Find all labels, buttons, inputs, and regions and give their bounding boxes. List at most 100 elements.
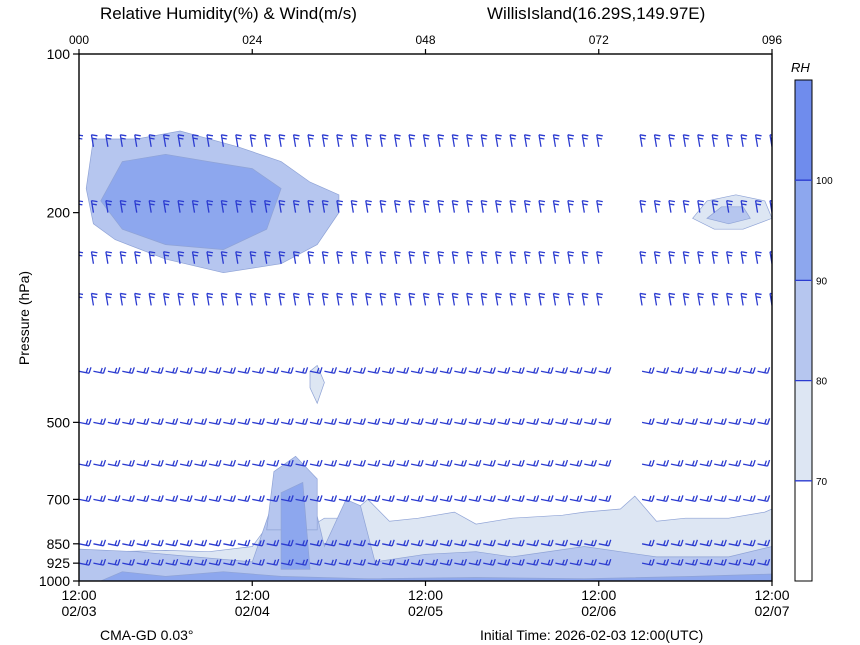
- wind-barb: [653, 251, 661, 264]
- wind-barb: [235, 134, 242, 147]
- wind-barb: [555, 495, 569, 503]
- wind-barb: [148, 134, 156, 147]
- wind-barb: [134, 200, 141, 213]
- wind-barb: [598, 539, 612, 547]
- wind-barb: [278, 292, 286, 306]
- wind-barb: [567, 134, 574, 147]
- wind-barb: [538, 251, 546, 264]
- wind-barb: [699, 367, 713, 374]
- wind-barb: [292, 134, 300, 147]
- wind-barb: [396, 367, 410, 374]
- wind-barb: [79, 367, 92, 374]
- wind-barb: [439, 459, 453, 467]
- wind-barb: [569, 459, 583, 467]
- wind-barb: [670, 459, 684, 467]
- wind-barb: [151, 539, 164, 547]
- wind-barb: [699, 459, 713, 467]
- wind-barb: [191, 292, 199, 306]
- wind-barb: [422, 251, 430, 264]
- wind-barb: [151, 495, 164, 503]
- wind-barb: [757, 367, 771, 374]
- wind-barb: [509, 292, 517, 306]
- wind-barb: [757, 539, 771, 547]
- wind-barb: [338, 495, 352, 503]
- wind-barb: [220, 251, 228, 264]
- wind-barb: [191, 251, 199, 264]
- wind-barb: [656, 418, 670, 425]
- wind-barb: [379, 292, 387, 306]
- wind-barb: [249, 200, 257, 213]
- wind-barb: [656, 495, 670, 503]
- wind-barb: [367, 558, 381, 566]
- wind-barb: [122, 367, 135, 374]
- wind-barb: [148, 251, 156, 264]
- wind-barb: [321, 134, 329, 147]
- wind-barb: [754, 134, 762, 147]
- wind-barb: [338, 367, 352, 374]
- colorbar-bin: [795, 80, 812, 181]
- wind-barb: [79, 134, 84, 147]
- wind-barb: [425, 539, 439, 547]
- top-tick-label: 096: [762, 33, 782, 47]
- wind-barb: [668, 292, 676, 306]
- wind-barb: [497, 418, 511, 425]
- wind-barb: [714, 459, 727, 467]
- wind-barb: [119, 200, 127, 213]
- bottom-tick-date: 02/04: [235, 603, 270, 619]
- wind-barb: [79, 495, 92, 503]
- wind-barb: [497, 367, 511, 374]
- wind-barb: [237, 459, 251, 467]
- wind-barb: [353, 418, 366, 425]
- wind-barb: [596, 134, 603, 147]
- wind-barb: [208, 558, 222, 566]
- wind-barb: [382, 539, 395, 547]
- wind-barb: [179, 367, 193, 374]
- wind-barb: [134, 292, 141, 306]
- wind-barb: [336, 134, 343, 147]
- wind-barb: [79, 251, 84, 264]
- wind-barb: [165, 539, 179, 547]
- wind-barb: [425, 367, 439, 374]
- wind-barb: [555, 539, 569, 547]
- y-tick-label: 925: [47, 555, 71, 571]
- wind-barb: [367, 418, 381, 425]
- wind-barb: [321, 200, 329, 213]
- wind-barb: [295, 558, 309, 566]
- wind-barb: [307, 134, 315, 147]
- wind-barb: [596, 292, 603, 306]
- wind-barb: [396, 539, 410, 547]
- wind-barb: [685, 539, 698, 547]
- wind-barb: [165, 367, 179, 374]
- wind-barb: [177, 251, 185, 264]
- wind-barb: [162, 251, 170, 264]
- wind-barb: [393, 134, 401, 147]
- wind-barb: [596, 200, 603, 213]
- wind-barb: [581, 134, 589, 147]
- wind-barb: [338, 558, 352, 566]
- wind-barb: [350, 292, 358, 306]
- wind-barb: [393, 251, 401, 264]
- chart-title: Relative Humidity(%) & Wind(m/s): [100, 4, 357, 23]
- wind-barb: [540, 495, 554, 503]
- colorbar-level-label: 80: [816, 377, 828, 388]
- wind-barb: [237, 539, 251, 547]
- bottom-tick-time: 12:00: [235, 587, 270, 603]
- wind-barb: [483, 459, 496, 467]
- wind-barb: [480, 200, 488, 213]
- wind-barb: [771, 464, 772, 465]
- wind-barb: [526, 459, 540, 467]
- wind-barb: [641, 418, 655, 425]
- wind-barb: [699, 418, 713, 425]
- y-tick-label: 850: [47, 536, 71, 552]
- wind-barb: [162, 134, 170, 147]
- wind-barb: [223, 539, 236, 547]
- wind-barb: [552, 251, 560, 264]
- wind-barb: [379, 134, 387, 147]
- wind-barb: [324, 418, 338, 425]
- wind-barb: [309, 495, 323, 503]
- wind-barb: [266, 558, 280, 566]
- init-time-label: Initial Time: 2026-02-03 12:00(UTC): [480, 627, 703, 643]
- wind-barb: [309, 558, 323, 566]
- wind-barb: [425, 495, 439, 503]
- wind-barb: [699, 495, 713, 503]
